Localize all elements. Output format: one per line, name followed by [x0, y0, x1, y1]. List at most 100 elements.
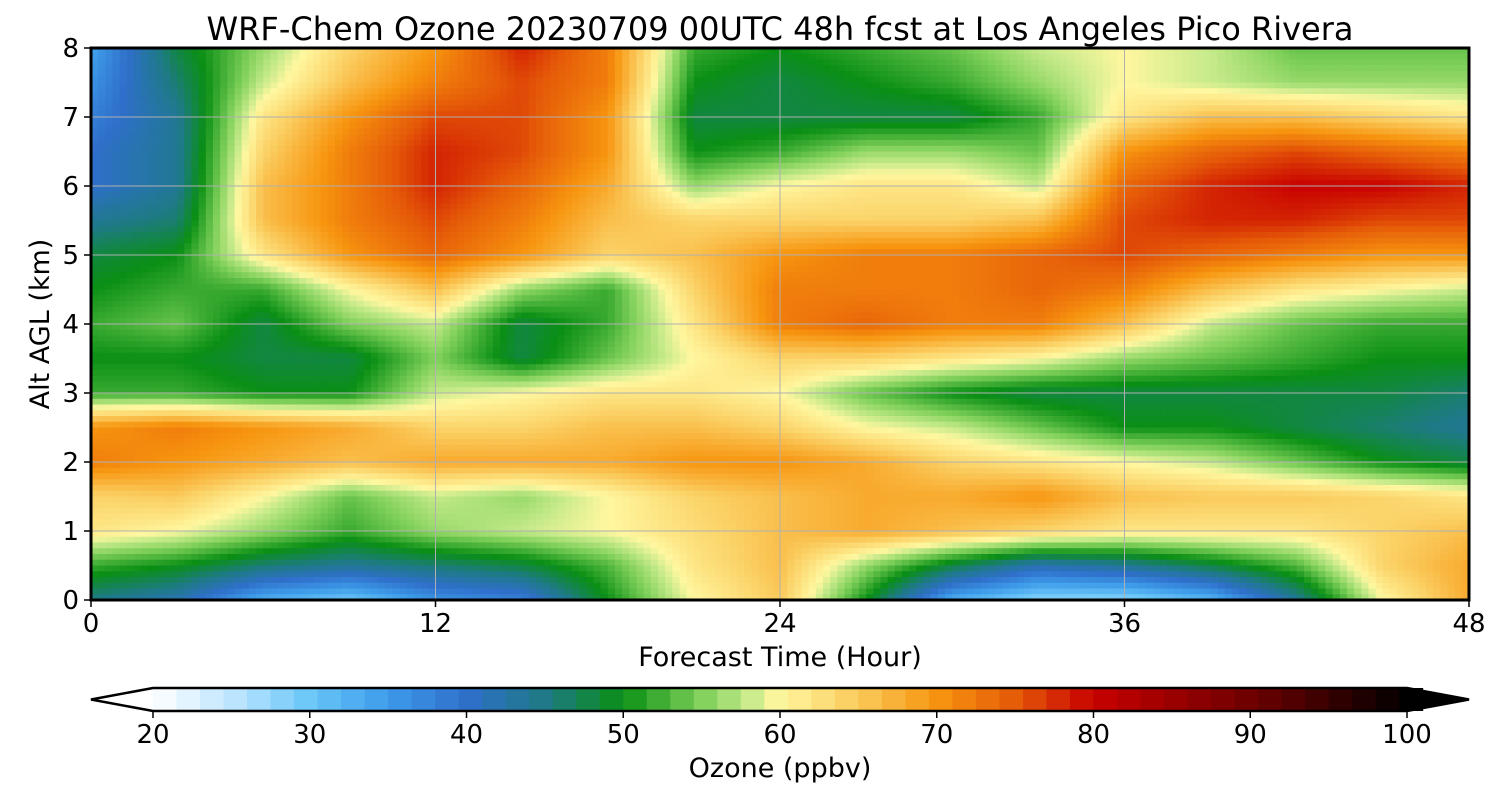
heatmap-cell	[579, 94, 587, 101]
heatmap-cell	[227, 53, 236, 61]
heatmap-cell	[643, 94, 652, 101]
heatmap-cell	[772, 180, 781, 187]
heatmap-cell	[492, 168, 501, 176]
heatmap-cell	[693, 105, 702, 112]
heatmap-cell	[1052, 71, 1061, 78]
heatmap-cell	[780, 151, 788, 158]
heatmap-cell	[930, 122, 939, 130]
heatmap-cell	[1196, 105, 1205, 112]
heatmap-cell	[844, 65, 853, 72]
heatmap-cell	[356, 71, 365, 78]
heatmap-cell	[342, 111, 350, 118]
heatmap-cell	[528, 48, 537, 55]
heatmap-cell	[1433, 76, 1441, 84]
heatmap-cell	[342, 48, 350, 55]
heatmap-cell	[119, 59, 128, 66]
heatmap-cell	[134, 163, 142, 170]
heatmap-cell	[169, 99, 178, 107]
heatmap-cell	[1296, 157, 1305, 164]
heatmap-cell	[349, 145, 358, 153]
heatmap-cell	[980, 191, 989, 199]
heatmap-cell	[1239, 99, 1248, 107]
heatmap-cell	[1275, 191, 1283, 199]
heatmap-cell	[1210, 134, 1219, 141]
heatmap-cell	[191, 151, 200, 158]
heatmap-cell	[1232, 180, 1240, 187]
heatmap-cell	[299, 53, 307, 61]
heatmap-cell	[270, 99, 279, 107]
heatmap-cell	[370, 111, 379, 118]
heatmap-cell	[1368, 82, 1377, 89]
heatmap-cell	[808, 111, 817, 118]
heatmap-cell	[464, 88, 472, 95]
heatmap-cell	[1253, 48, 1262, 55]
heatmap-cell	[1253, 53, 1262, 61]
heatmap-cell	[1210, 122, 1219, 130]
heatmap-cell	[808, 174, 817, 181]
heatmap-cell	[1181, 71, 1190, 78]
heatmap-cell	[1440, 134, 1449, 141]
heatmap-cell	[1117, 82, 1126, 89]
heatmap-cell	[1354, 140, 1362, 147]
heatmap-cell	[277, 122, 286, 130]
heatmap-cell	[758, 128, 767, 135]
heatmap-cell	[162, 128, 171, 135]
heatmap-cell	[1189, 134, 1197, 141]
heatmap-cell	[1095, 105, 1104, 112]
heatmap-cell	[672, 117, 681, 124]
heatmap-cell	[973, 151, 982, 158]
heatmap-cell	[564, 48, 573, 55]
heatmap-cell	[514, 163, 523, 170]
heatmap-cell	[1239, 122, 1248, 130]
heatmap-cell	[794, 71, 803, 78]
heatmap-cell	[227, 59, 236, 66]
heatmap-cell	[464, 71, 472, 78]
heatmap-cell	[335, 134, 343, 141]
heatmap-cell	[851, 88, 860, 95]
heatmap-cell	[213, 105, 221, 112]
heatmap-cell	[356, 53, 365, 61]
heatmap-cell	[930, 174, 939, 181]
heatmap-cell	[622, 82, 630, 89]
heatmap-cell	[952, 145, 961, 153]
heatmap-cell	[256, 53, 264, 61]
heatmap-cell	[1203, 168, 1212, 176]
heatmap-cell	[500, 151, 508, 158]
heatmap-cell	[1024, 48, 1032, 55]
heatmap-cell	[1246, 71, 1255, 78]
heatmap-cell	[1239, 71, 1248, 78]
heatmap-cell	[1332, 128, 1341, 135]
heatmap-cell	[198, 145, 207, 153]
heatmap-cell	[98, 88, 106, 95]
heatmap-cell	[528, 134, 537, 141]
heatmap-cell	[1440, 53, 1449, 61]
heatmap-cell	[421, 191, 429, 199]
heatmap-cell	[672, 128, 681, 135]
heatmap-cell	[923, 163, 932, 170]
heatmap-cell	[550, 157, 559, 164]
heatmap-cell	[729, 180, 738, 187]
heatmap-cell	[571, 53, 580, 61]
heatmap-cell	[327, 122, 336, 130]
heatmap-cell	[428, 174, 437, 181]
heatmap-cell	[1411, 59, 1420, 66]
heatmap-cell	[227, 134, 236, 141]
heatmap-cell	[399, 151, 408, 158]
heatmap-cell	[370, 163, 379, 170]
heatmap-cell	[1239, 53, 1248, 61]
heatmap-cell	[406, 151, 415, 158]
heatmap-cell	[1074, 174, 1083, 181]
heatmap-cell	[1181, 48, 1190, 55]
heatmap-cell	[126, 111, 135, 118]
heatmap-cell	[980, 151, 989, 158]
heatmap-cell	[887, 94, 896, 101]
heatmap-cell	[141, 163, 150, 170]
heatmap-cell	[1196, 134, 1205, 141]
heatmap-cell	[1433, 191, 1441, 199]
heatmap-cell	[679, 140, 688, 147]
heatmap-cell	[830, 76, 839, 84]
heatmap-cell	[1102, 48, 1111, 55]
heatmap-cell	[449, 48, 458, 55]
heatmap-cell	[1268, 168, 1276, 176]
heatmap-cell	[665, 186, 673, 193]
